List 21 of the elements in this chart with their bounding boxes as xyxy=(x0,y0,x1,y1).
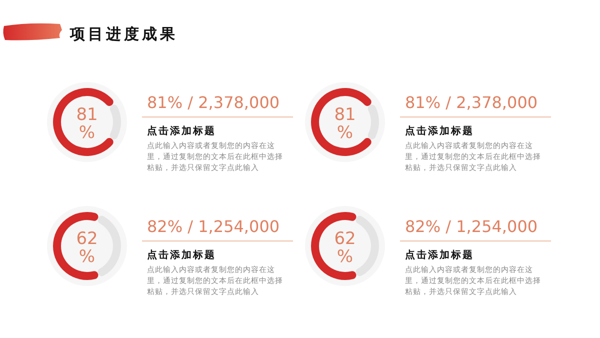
text: 82% / 1,254,000 xyxy=(147,217,280,236)
donut-slice xyxy=(356,216,379,276)
donut-slice xyxy=(368,104,379,140)
donut-slice xyxy=(110,104,121,140)
text: 点击添加标题 xyxy=(147,249,216,261)
data-label: 81 % xyxy=(334,105,356,143)
text: 81% / 2,378,000 xyxy=(147,93,280,112)
text: 点击添加标题 xyxy=(405,249,474,261)
text: 点击添加标题 xyxy=(147,125,216,137)
text: 81% / 2,378,000 xyxy=(405,93,538,112)
donut-slice xyxy=(311,88,372,156)
donut-slice xyxy=(53,88,114,156)
text: 82% / 1,254,000 xyxy=(405,217,538,236)
donut-slice xyxy=(53,212,98,280)
data-label: 62 % xyxy=(334,229,356,267)
data-label: 81 % xyxy=(76,105,98,143)
text: 项目进度成果 xyxy=(69,25,178,43)
text: 点击添加标题 xyxy=(405,125,474,137)
donut-slice xyxy=(311,212,356,280)
data-label: 62 % xyxy=(76,229,98,267)
donut-slice xyxy=(98,216,121,276)
